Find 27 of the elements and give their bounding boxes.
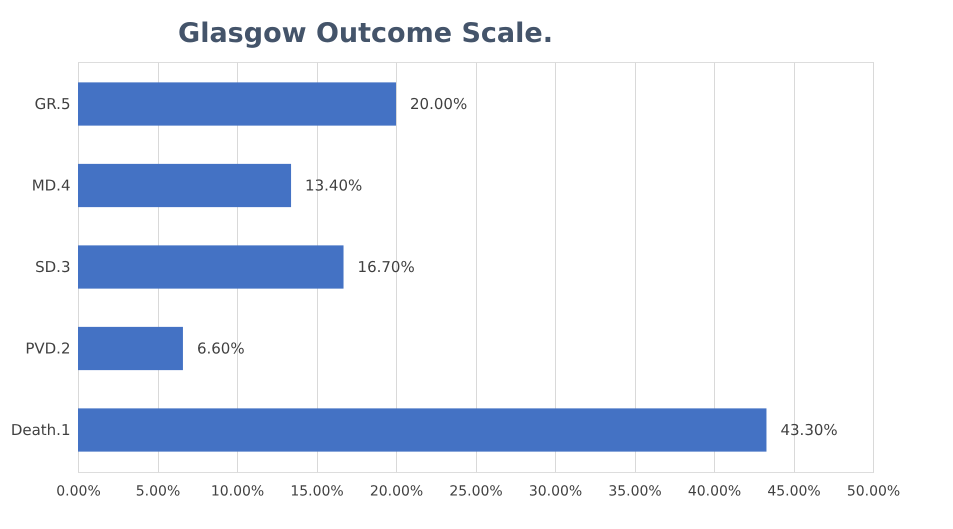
y-tick-label: MD.4 — [32, 176, 70, 194]
x-tick-label: 45.00% — [767, 484, 821, 500]
bar — [78, 408, 766, 452]
data-label: 43.30% — [780, 421, 838, 440]
x-tick-label: 25.00% — [449, 484, 503, 500]
chart-title: Glasgow Outcome Scale. — [178, 18, 553, 49]
bar — [78, 326, 183, 370]
data-label: 20.00% — [410, 94, 468, 113]
data-label: 16.70% — [358, 258, 415, 276]
y-tick-label: GR.5 — [34, 94, 70, 113]
bar — [78, 82, 396, 126]
x-tick-label: 10.00% — [210, 484, 264, 500]
x-tick-label: 15.00% — [290, 484, 344, 500]
y-tick-label: Death.1 — [10, 421, 70, 440]
y-tick-label: PVD.2 — [25, 340, 70, 358]
x-tick-label: 30.00% — [528, 484, 582, 500]
x-tick-label: 0.00% — [56, 484, 101, 500]
x-tick-label: 50.00% — [846, 484, 900, 500]
bar — [78, 164, 292, 208]
data-label: 13.40% — [305, 176, 362, 194]
x-tick-label: 5.00% — [136, 484, 180, 500]
bar — [78, 245, 344, 289]
x-tick-label: 35.00% — [608, 484, 662, 500]
x-tick-label: 20.00% — [370, 484, 424, 500]
x-tick-label: 40.00% — [688, 484, 742, 500]
data-label: 6.60% — [196, 340, 245, 358]
y-tick-label: SD.3 — [35, 258, 70, 276]
